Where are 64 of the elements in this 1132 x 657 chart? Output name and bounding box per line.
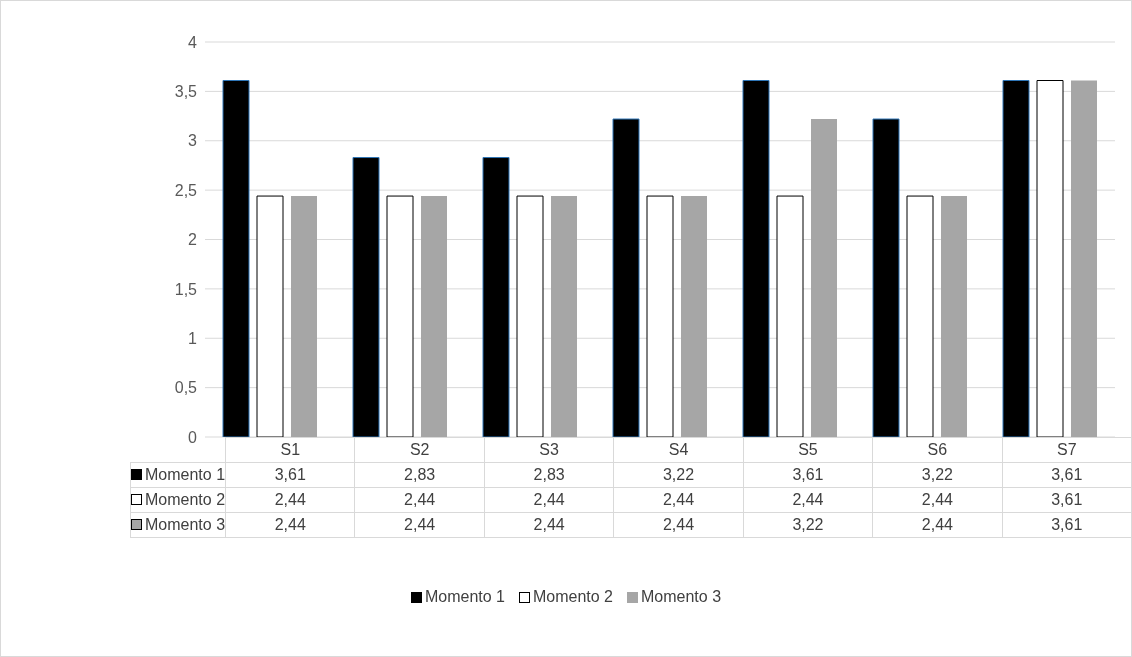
x-tick-label: S1	[225, 437, 355, 463]
bar	[1071, 80, 1097, 437]
y-tick-label: 0	[188, 428, 198, 446]
data-label: 3,22	[613, 462, 744, 488]
bar	[906, 195, 934, 437]
data-label: 3,61	[1002, 462, 1132, 488]
bar	[742, 80, 770, 437]
bar	[516, 195, 544, 437]
text: Momento 1	[424, 588, 505, 605]
y-tick-label: 4	[188, 33, 198, 51]
data-label: 2,44	[613, 487, 744, 513]
bar	[776, 195, 804, 437]
bar	[421, 196, 447, 437]
text: Momento 3	[641, 588, 722, 605]
bar	[291, 196, 317, 437]
data-label: 2,44	[872, 512, 1003, 538]
bar	[352, 157, 380, 437]
data-label: 2,83	[484, 462, 614, 488]
data-label: 2,44	[743, 487, 873, 513]
data-label: 2,44	[613, 512, 744, 538]
bar	[612, 118, 640, 437]
bar	[811, 119, 837, 437]
y-tick-label: 1	[188, 329, 198, 347]
data-label: 3,22	[872, 462, 1003, 488]
data-label: 3,61	[1002, 487, 1132, 513]
text: Momento 2	[532, 588, 614, 605]
bar	[681, 196, 707, 437]
data-label: 2,44	[225, 487, 355, 513]
bar	[646, 195, 674, 437]
data-label: 2,44	[872, 487, 1003, 513]
bar	[1036, 80, 1064, 437]
x-tick-label: S7	[1002, 437, 1132, 463]
legend-label: Momento 1	[130, 462, 226, 488]
x-tick-label: S4	[613, 437, 744, 463]
y-tick-label: 2	[188, 231, 198, 249]
bar	[941, 196, 967, 437]
bar	[482, 157, 510, 437]
bar	[222, 80, 250, 437]
y-tick-label: 3,5	[174, 83, 198, 101]
legend-label: Momento 3	[130, 512, 226, 538]
y-tick-label: 2,5	[174, 181, 198, 199]
x-tick-label: S2	[354, 437, 485, 463]
data-label: 2,44	[484, 487, 614, 513]
data-label: 3,61	[1002, 512, 1132, 538]
data-label: 2,83	[354, 462, 485, 488]
bar	[386, 195, 414, 437]
data-label: 3,61	[225, 462, 355, 488]
bar	[551, 196, 577, 437]
data-label: 2,44	[225, 512, 355, 538]
bar	[872, 118, 900, 437]
x-tick-label: S5	[743, 437, 873, 463]
data-label: 2,44	[484, 512, 614, 538]
bar	[256, 195, 284, 437]
data-label: 3,22	[743, 512, 873, 538]
y-tick-label: 0,5	[174, 379, 198, 397]
data-label: 2,44	[354, 512, 485, 538]
x-tick-label: S6	[872, 437, 1003, 463]
data-label: 2,44	[354, 487, 485, 513]
data-label: 3,61	[743, 462, 873, 488]
bar	[1002, 80, 1030, 437]
y-tick-label: 3	[188, 132, 198, 150]
x-tick-label: S3	[484, 437, 614, 463]
y-tick-label: 1,5	[174, 280, 198, 298]
legend-label: Momento 2	[130, 487, 226, 513]
